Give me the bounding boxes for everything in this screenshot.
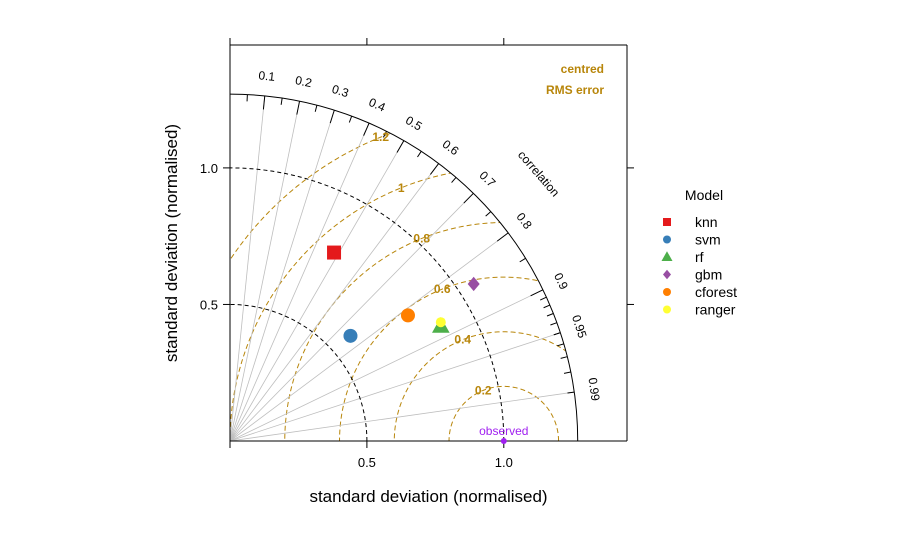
corr-major-tick [363,122,370,136]
legend-title: Model [685,187,723,203]
correlation-ray-0.1 [229,95,266,442]
rms-label-0.6: 0.6 [434,282,451,296]
corr-major-tick [396,140,405,153]
rms-contour-0.2 [448,385,560,441]
corr-major-tick [463,192,474,204]
corr-minor-tick [485,211,492,217]
corr-minor-tick [546,313,554,317]
corr-minor-tick [553,332,561,336]
legend-marker-rf [661,251,673,261]
model-points: observed [327,245,528,444]
correlation-label-0.3: 0.3 [330,82,350,100]
observed-point [500,438,507,444]
sd-circle-1 [229,167,505,442]
correlation-label-0.5: 0.5 [403,113,425,134]
point-svm [343,328,358,343]
corr-minor-tick [280,98,283,105]
corr-major-tick [530,289,544,297]
corr-major-tick [496,232,509,242]
rms-contours [230,112,578,441]
corr-minor-tick [382,131,387,138]
corr-minor-tick [563,371,571,374]
correlation-ray-0.8 [229,232,509,442]
correlation-ray-0.2 [229,101,300,442]
x-axis-title: standard deviation (normalised) [309,487,547,506]
legend-label-rf: rf [695,249,704,265]
plot-frame: 0.2 0.4 0.6 0.8 1 1.2 0.5 1.0 0.5 1.0 standard dev… [162,38,634,506]
corr-minor-tick [348,115,353,123]
rms-label-0.2: 0.2 [475,383,492,397]
corr-minor-tick [560,356,568,359]
correlation-ray-0.4 [229,122,370,442]
legend-marker-cforest [663,288,671,296]
correlation-ray-0.7 [229,193,474,442]
rms-contour-0.4 [393,331,578,441]
point-gbm [467,276,480,292]
correlation-label-0.8: 0.8 [514,210,535,232]
rms-label-1: 1 [398,181,405,195]
x-tick-label: 0.5 [358,455,376,470]
sd-circle-0.5 [229,303,368,442]
y-tick-label: 1.0 [200,161,218,176]
point-ranger [435,317,446,328]
correlation-ray-0.3 [229,110,335,442]
observed-label: observed [479,424,528,438]
corr-minor-tick [451,177,457,183]
corr-major-tick [329,109,335,124]
point-knn [327,245,342,260]
correlation-title: correlation [515,148,562,199]
legend-label-svm: svm [695,232,721,248]
corr-minor-tick [519,257,526,263]
corr-minor-tick [543,304,551,309]
correlation-label-0.9: 0.9 [551,271,571,292]
outer-sd-arc [229,93,579,442]
correlation-label-0.99: 0.99 [585,377,602,402]
legend-label-knn: knn [695,214,718,230]
legend-marker-ranger [663,305,671,314]
point-cforest [400,308,415,323]
corr-minor-tick [567,391,575,394]
legend-label-cforest: cforest [695,284,737,300]
rms-title-line: centred [561,62,604,76]
rms-contour-0.8 [284,222,578,441]
rms-contour-0.6 [339,276,578,441]
corr-major-tick [262,95,266,110]
corr-minor-tick [314,105,318,112]
correlation-ray-0.6 [229,163,439,442]
correlation-ray-0.99 [229,391,575,442]
y-tick-label: 0.5 [200,297,218,312]
correlation-label-0.2: 0.2 [294,73,313,90]
correlation-rays [229,95,575,442]
sd-reference-circles [229,167,505,442]
corr-minor-tick [557,343,564,347]
legend-marker-svm [663,235,671,244]
correlation-label-0.6: 0.6 [440,137,462,158]
correlation-label-0.4: 0.4 [367,95,388,115]
legend-marker-knn [663,218,671,226]
legend-label-gbm: gbm [695,267,722,283]
correlation-ray-0.9 [229,289,544,442]
rms-label-0.8: 0.8 [413,231,430,245]
corr-minor-tick [417,151,422,158]
correlation-label-0.7: 0.7 [477,168,499,190]
rms-label-1.2: 1.2 [372,130,389,144]
rms-title-line: RMS error [546,83,604,97]
x-tick-label: 1.0 [495,455,513,470]
rms-contour-1 [230,167,578,441]
correlation-ray-0.5 [229,140,405,442]
correlation-label-0.95: 0.95 [569,313,590,340]
legend-label-ranger: ranger [695,302,736,318]
corr-minor-tick [539,296,547,301]
correlation-label-0.1: 0.1 [258,68,276,84]
y-axis-title: standard deviation (normalised) [162,124,181,362]
correlation-arc: 0.1 0.2 0.3 0.4 0.5 0.6 0.7 0.8 0.9 0.95 0.99 corre… [229,68,603,442]
correlation-ray-0.95 [229,332,561,442]
rms-label-0.4: 0.4 [454,333,471,347]
legend-marker-gbm [663,269,671,280]
corr-minor-tick [550,322,558,326]
corr-major-tick [430,163,440,175]
corr-major-tick [296,101,301,115]
